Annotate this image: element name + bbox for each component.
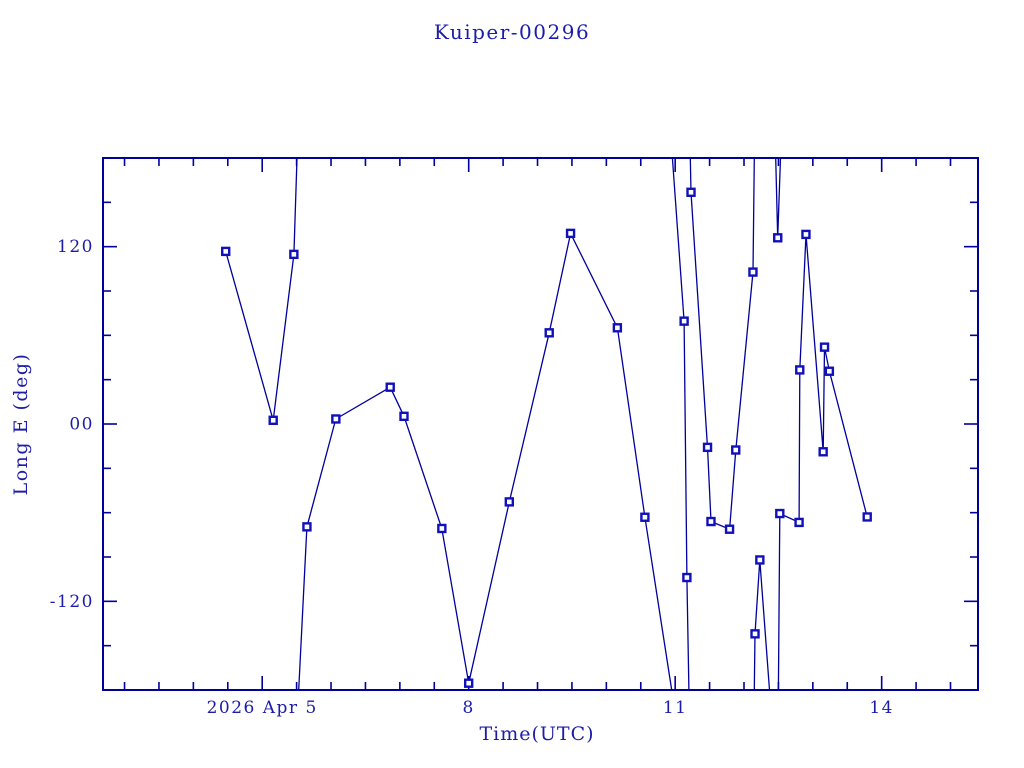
chart-title: Kuiper-00296 <box>434 20 590 44</box>
data-line-segment <box>225 157 298 421</box>
data-point-marker <box>731 445 741 455</box>
data-marker-layer <box>221 187 872 688</box>
data-point-marker <box>795 365 805 375</box>
y-tick-label: -120 <box>50 592 94 612</box>
data-point-marker <box>399 411 409 422</box>
data-point-marker <box>686 187 696 197</box>
data-line-segment <box>753 559 771 691</box>
x-axis-label: Time(UTC) <box>479 723 594 745</box>
data-point-marker <box>755 555 765 565</box>
data-point-marker <box>221 246 231 257</box>
data-point-marker <box>724 524 735 534</box>
data-point-marker <box>748 267 758 277</box>
tick-label-layer: 2026 Apr 5 8 11 14 120 00 -120 <box>50 237 894 718</box>
data-point-marker <box>750 629 760 639</box>
data-line-segment <box>298 231 673 691</box>
data-series-layer <box>225 157 868 691</box>
data-line-segment <box>775 157 782 238</box>
data-point-marker <box>463 678 474 688</box>
data-point-marker <box>268 415 278 426</box>
data-line-segment <box>671 157 690 691</box>
data-line-segment <box>777 234 868 691</box>
data-point-marker <box>679 316 689 326</box>
data-point-marker <box>612 323 623 333</box>
y-tick-label: 00 <box>69 415 94 435</box>
data-point-marker <box>824 366 835 376</box>
data-point-marker <box>302 522 312 532</box>
data-line-segment <box>689 157 755 531</box>
data-point-marker <box>437 523 447 534</box>
y-tick-label: 120 <box>57 237 94 257</box>
data-point-marker <box>773 233 783 243</box>
data-point-marker <box>682 572 692 583</box>
x-tick-label: 11 <box>663 698 688 718</box>
data-point-marker <box>801 229 811 240</box>
plot-frame <box>102 157 979 691</box>
plot-frame-and-ticks <box>102 157 979 691</box>
data-point-marker <box>862 512 872 522</box>
data-point-marker <box>702 442 713 453</box>
data-point-marker <box>819 342 830 352</box>
data-point-marker <box>385 382 395 392</box>
data-point-marker <box>504 497 514 507</box>
x-tick-label: 2026 Apr 5 <box>207 698 318 718</box>
x-tick-label: 14 <box>869 698 894 718</box>
data-point-marker <box>794 517 804 528</box>
data-point-marker <box>565 228 576 239</box>
data-point-marker <box>818 447 828 457</box>
data-point-marker <box>775 508 785 519</box>
data-point-marker <box>289 249 299 260</box>
data-point-marker <box>706 516 716 527</box>
data-point-marker <box>331 414 341 424</box>
data-point-marker <box>640 512 650 522</box>
data-point-marker <box>544 328 554 338</box>
x-tick-label: 8 <box>463 698 475 718</box>
y-axis-label: Long E (deg) <box>10 353 32 496</box>
